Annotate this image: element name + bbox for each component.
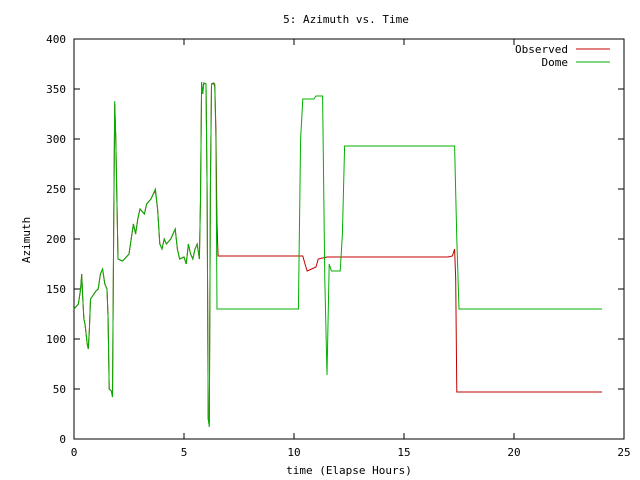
x-tick-label: 0 xyxy=(71,446,78,459)
y-tick-label: 250 xyxy=(46,183,66,196)
y-tick-label: 0 xyxy=(59,433,66,446)
legend-label-observed: Observed xyxy=(515,43,568,56)
y-tick-label: 200 xyxy=(46,233,66,246)
y-tick-label: 350 xyxy=(46,83,66,96)
y-axis: 0 50 100 150 200 250 300 350 400 xyxy=(46,33,624,446)
legend-label-dome: Dome xyxy=(542,56,569,69)
chart-title: 5: Azimuth vs. Time xyxy=(283,13,409,26)
y-tick-label: 50 xyxy=(53,383,66,396)
x-tick-label: 25 xyxy=(617,446,630,459)
series-line-observed xyxy=(73,82,602,425)
x-tick-label: 5 xyxy=(181,446,188,459)
y-tick-label: 150 xyxy=(46,283,66,296)
x-axis-label: time (Elapse Hours) xyxy=(286,464,412,477)
x-axis: 0 5 10 15 20 25 xyxy=(71,39,631,459)
x-tick-label: 20 xyxy=(507,446,520,459)
x-tick-label: 10 xyxy=(287,446,300,459)
y-axis-label: Azimuth xyxy=(20,217,33,263)
y-tick-label: 100 xyxy=(46,333,66,346)
series-line-dome xyxy=(73,81,602,428)
plot-frame xyxy=(73,38,625,440)
y-tick-label: 300 xyxy=(46,133,66,146)
series-lines xyxy=(73,81,602,428)
x-tick-label: 15 xyxy=(397,446,410,459)
y-tick-label: 400 xyxy=(46,33,66,46)
